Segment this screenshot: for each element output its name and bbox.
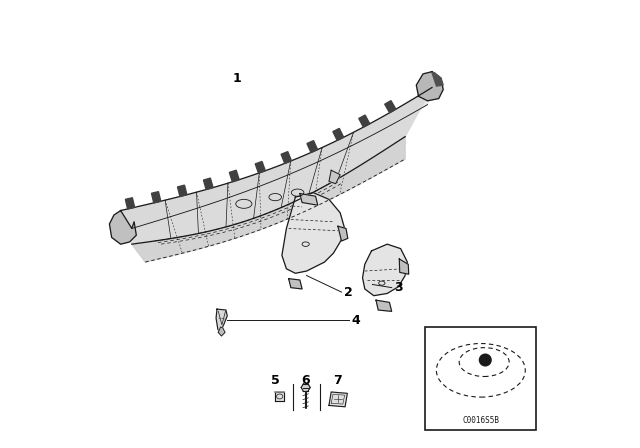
Polygon shape [307,141,317,152]
Polygon shape [289,279,302,289]
Polygon shape [275,392,284,401]
Polygon shape [359,115,370,127]
Polygon shape [218,327,225,336]
Polygon shape [300,194,317,205]
Polygon shape [362,244,407,296]
Polygon shape [229,170,239,182]
Polygon shape [255,161,266,173]
Polygon shape [338,226,348,241]
Polygon shape [216,309,227,334]
Polygon shape [399,259,409,274]
Text: C0016S5B: C0016S5B [462,416,499,425]
Polygon shape [432,73,443,86]
Polygon shape [385,101,396,113]
Polygon shape [177,185,187,197]
Text: 4: 4 [351,314,360,327]
Polygon shape [329,170,340,184]
Polygon shape [204,178,213,190]
Polygon shape [125,198,134,209]
Text: 7: 7 [333,374,342,388]
Polygon shape [376,300,392,311]
Text: 5: 5 [271,374,280,388]
Polygon shape [301,383,310,392]
Polygon shape [282,193,345,273]
Polygon shape [121,87,432,244]
Text: 6: 6 [301,374,310,388]
Text: 3: 3 [394,281,403,294]
Polygon shape [132,137,405,262]
Polygon shape [333,129,344,140]
Polygon shape [109,211,136,244]
Polygon shape [121,87,432,228]
Text: 2: 2 [344,285,353,299]
Polygon shape [417,72,443,101]
Polygon shape [329,392,348,407]
Polygon shape [281,151,291,164]
Text: 1: 1 [233,72,241,85]
Polygon shape [152,192,161,203]
Bar [425,327,536,430]
Circle shape [479,354,491,366]
